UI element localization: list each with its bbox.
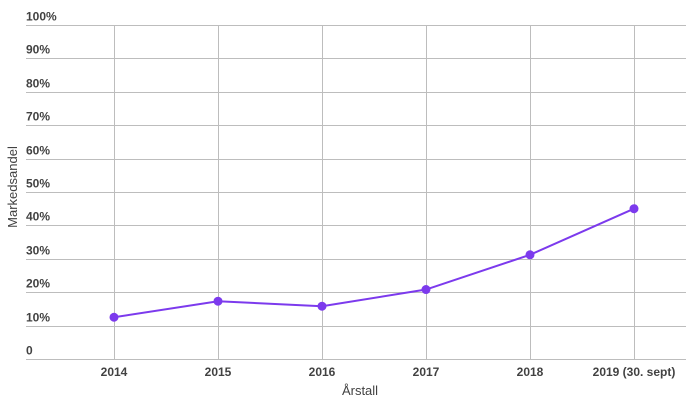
y-tick-label: 10% (26, 311, 50, 325)
data-point (109, 312, 119, 322)
x-tick-label: 2014 (101, 365, 128, 379)
y-tick-label: 90% (26, 43, 50, 57)
data-point (213, 296, 223, 306)
y-axis-title: Markedsandel (5, 146, 20, 228)
data-point (317, 301, 327, 311)
grid (26, 25, 686, 360)
x-tick-label: 2017 (413, 365, 440, 379)
y-axis-tick-labels: 0 10% 20% 30% 40% 50% 60% 70% 80% 90% 100% (26, 10, 57, 358)
series (109, 204, 639, 322)
x-tick-label: 2015 (205, 365, 232, 379)
y-tick-label: 20% (26, 277, 50, 291)
y-tick-label: 50% (26, 177, 50, 191)
x-tick-label: 2018 (517, 365, 544, 379)
y-tick-label: 80% (26, 77, 50, 91)
x-axis-tick-labels: 2014 2015 2016 2017 2018 2019 (30. sept) (101, 365, 676, 379)
data-point (525, 250, 535, 260)
y-tick-label: 0 (26, 344, 33, 358)
data-point (421, 285, 431, 295)
x-tick-label: 2019 (30. sept) (593, 365, 676, 379)
y-tick-label: 40% (26, 210, 50, 224)
x-axis-title: Årstall (342, 383, 378, 398)
y-tick-label: 70% (26, 110, 50, 124)
y-tick-label: 30% (26, 244, 50, 258)
x-tick-label: 2016 (309, 365, 336, 379)
y-tick-label: 100% (26, 10, 57, 24)
series-line (113, 207, 635, 319)
y-tick-label: 60% (26, 144, 50, 158)
data-point (629, 204, 639, 214)
